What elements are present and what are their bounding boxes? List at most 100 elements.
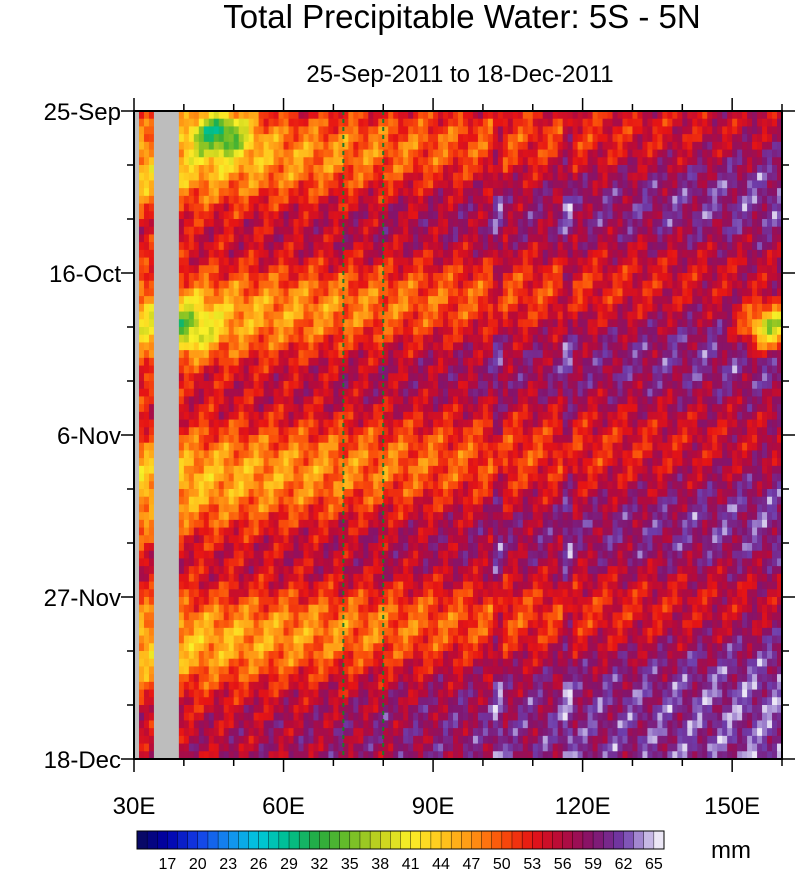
heatmap-cell — [333, 257, 339, 266]
heatmap-cell — [258, 172, 265, 182]
heatmap-cell — [178, 342, 185, 351]
heatmap-cell — [243, 381, 250, 390]
heatmap-cell — [702, 365, 708, 374]
heatmap-cell — [258, 388, 265, 398]
heatmap-cell — [383, 334, 389, 344]
heatmap-cell — [502, 342, 509, 351]
heatmap-cell — [283, 203, 290, 212]
heatmap-cell — [443, 280, 449, 290]
heatmap-cell — [348, 280, 354, 290]
heatmap-cell — [458, 126, 464, 135]
heatmap-cell — [767, 157, 773, 166]
heatmap-cell — [213, 203, 220, 212]
heatmap-cell — [737, 165, 743, 174]
heatmap-cell — [767, 234, 773, 243]
heatmap-cell — [567, 134, 574, 143]
heatmap-cell — [702, 211, 708, 220]
heatmap-cell — [338, 396, 344, 405]
heatmap-cell — [567, 350, 574, 359]
heatmap-cell — [642, 134, 649, 143]
heatmap-cell — [477, 211, 484, 220]
heatmap-cell — [308, 219, 315, 228]
heatmap-cell — [492, 242, 499, 251]
heatmap-cell — [577, 180, 584, 189]
heatmap-cell — [328, 141, 334, 151]
heatmap-cell — [467, 334, 474, 344]
heatmap-cell — [248, 118, 255, 128]
heatmap-cell — [772, 226, 778, 236]
heatmap-cell — [413, 203, 419, 212]
heatmap-cell — [353, 180, 359, 189]
heatmap-cell — [318, 388, 325, 398]
heatmap-cell — [223, 234, 230, 243]
heatmap-cell — [148, 273, 155, 282]
heatmap-cell — [532, 365, 539, 374]
heatmap-cell — [413, 157, 419, 166]
heatmap-cell — [487, 234, 494, 243]
heatmap-cell — [278, 211, 285, 220]
heatmap-cell — [253, 188, 260, 197]
heatmap-cell — [507, 311, 514, 320]
heatmap-cell — [218, 334, 225, 344]
heatmap-cell — [433, 195, 439, 205]
heatmap-cell — [682, 319, 688, 328]
heatmap-cell — [657, 373, 663, 382]
heatmap-cell — [747, 319, 753, 328]
heatmap-cell — [408, 134, 414, 143]
heatmap-cell — [547, 350, 554, 359]
heatmap-cell — [737, 357, 743, 367]
heatmap-cell — [567, 219, 574, 228]
heatmap-cell — [308, 288, 315, 297]
heatmap-cell — [502, 319, 509, 328]
heatmap-cell — [233, 342, 240, 351]
heatmap-cell — [527, 396, 534, 405]
heatmap-cell — [647, 141, 653, 151]
heatmap-cell — [368, 211, 374, 220]
heatmap-cell — [318, 195, 325, 205]
heatmap-cell — [547, 126, 554, 135]
heatmap-cell — [453, 195, 459, 205]
heatmap-cell — [393, 288, 399, 297]
heatmap-cell — [203, 303, 210, 313]
heatmap-cell — [218, 211, 225, 220]
heatmap-cell — [667, 388, 673, 398]
heatmap-cell — [338, 334, 344, 344]
heatmap-cell — [143, 165, 150, 174]
heatmap-cell — [507, 226, 514, 236]
heatmap-cell — [762, 296, 768, 305]
heatmap-cell — [672, 226, 678, 236]
heatmap-cell — [238, 219, 245, 228]
heatmap-cell — [727, 280, 733, 290]
heatmap-cell — [333, 111, 339, 120]
heatmap-cell — [487, 141, 494, 151]
heatmap-cell — [727, 211, 733, 220]
heatmap-cell — [353, 357, 359, 367]
heatmap-cell — [707, 234, 713, 243]
heatmap-cell — [487, 180, 494, 189]
heatmap-cell — [453, 365, 459, 374]
heatmap-cell — [547, 157, 554, 166]
heatmap-cell — [138, 234, 145, 243]
heatmap-cell — [497, 350, 504, 359]
heatmap-cell — [143, 195, 150, 205]
heatmap-cell — [383, 134, 389, 143]
heatmap-cell — [477, 257, 484, 266]
heatmap-cell — [268, 319, 275, 328]
heatmap-cell — [313, 203, 320, 212]
heatmap-cell — [732, 180, 738, 189]
heatmap-cell — [762, 188, 768, 197]
heatmap-cell — [278, 126, 285, 135]
heatmap-cell — [188, 141, 195, 151]
heatmap-cell — [243, 219, 250, 228]
heatmap-cell — [567, 319, 574, 328]
heatmap-cell — [742, 311, 748, 320]
heatmap-cell — [143, 226, 150, 236]
heatmap-cell — [757, 365, 763, 374]
heatmap-cell — [423, 118, 429, 128]
heatmap-cell — [278, 165, 285, 174]
heatmap-cell — [333, 273, 339, 282]
heatmap-cell — [502, 357, 509, 367]
heatmap-cell — [542, 195, 549, 205]
heatmap-cell — [777, 381, 783, 390]
heatmap-cell — [363, 296, 369, 305]
